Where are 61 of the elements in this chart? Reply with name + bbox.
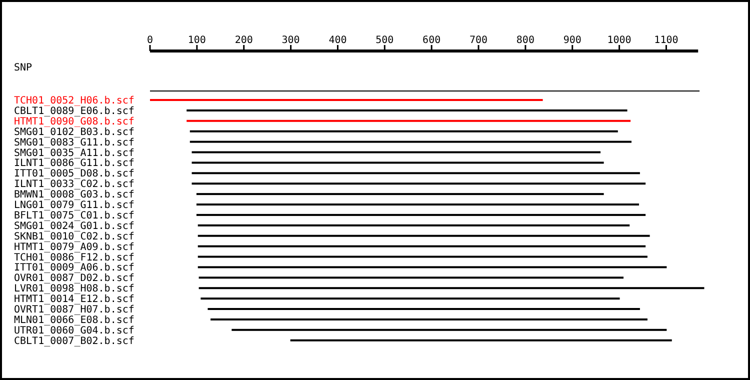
bar: [198, 234, 650, 237]
x-tick-label: 400: [328, 35, 347, 46]
x-tick-label: 600: [422, 35, 441, 46]
x-tick-label: 500: [376, 35, 394, 46]
bar: [190, 140, 632, 143]
x-tick-label: 1100: [654, 35, 678, 46]
y-tick-label: SMG01_0083_G11.b.scf: [14, 137, 134, 148]
y-tick-label: TCH01_0086_F12.b.scf: [14, 252, 134, 264]
x-tick-label: 200: [234, 35, 253, 46]
y-tick-label: OVR01_0087_D02.b.scf: [14, 273, 134, 284]
bar: [198, 224, 630, 226]
y-tick-label: SMG01_0024_G01.b.scf: [14, 220, 134, 232]
x-tick-label: 800: [516, 35, 534, 46]
bar: [190, 130, 618, 132]
x-tick-label: 100: [188, 35, 206, 46]
y-tick-label: SKNB1_0010_C02.b.scf: [14, 231, 134, 242]
bar: [150, 99, 543, 101]
y-tick-label: BFLT1_0075_C01.b.scf: [14, 210, 134, 222]
y-tick-label: SMG01_0035_A11.b.scf: [14, 148, 134, 159]
bar: [192, 172, 640, 174]
y-tick-label: OVRT1_0087_H07.b.scf: [14, 304, 134, 316]
y-tick-label: BMWN1_0008_G03.b.scf: [14, 190, 134, 201]
x-tick-label: 700: [469, 35, 488, 46]
bar: [196, 193, 604, 196]
y-tick-label: ILNT1_0033_C02.b.scf: [14, 179, 134, 190]
bar: [192, 162, 604, 164]
y-tick-label: HTMT1_0079_A09.b.scf: [14, 242, 134, 253]
bar: [186, 120, 631, 122]
y-tick-label: LVR01_0098_H08.b.scf: [14, 284, 134, 295]
bar: [232, 328, 667, 331]
bar: [200, 298, 620, 300]
bar: [210, 318, 648, 320]
bar: [290, 339, 672, 342]
y-tick-label: SMG01_0102_B03.b.scf: [14, 126, 134, 138]
bar: [198, 256, 648, 258]
y-tick-label: CBLT1_0007_B02.b.scf: [14, 336, 134, 347]
bar: [198, 276, 624, 279]
x-tick-label: 900: [563, 35, 582, 46]
x-tick-label: 1000: [607, 35, 632, 46]
x-tick-label: 300: [282, 35, 300, 46]
y-tick-label: HTMT1_0090_G08.b.scf: [14, 116, 134, 128]
y-tick-label: UTR01_0060_G04.b.scf: [14, 325, 134, 336]
y-tick-label: HTMT1_0014_E12.b.scf: [14, 294, 134, 306]
bar: [208, 308, 640, 310]
bar: [198, 266, 667, 268]
y-tick-label: CBLT1_0089_E06.b.scf: [14, 106, 134, 117]
y-tick-label: ITT01_0005_D08.b.scf: [14, 168, 134, 180]
bar: [198, 287, 704, 290]
y-tick-label: SNP: [14, 62, 32, 74]
bar: [198, 245, 646, 248]
y-tick-label: LNG01_0079_G11.b.scf: [14, 200, 134, 211]
bar: [192, 182, 646, 185]
y-tick-label: ITT01_0009_A06.b.scf: [14, 262, 134, 274]
y-tick-label: MLN01_0066_E08.b.scf: [14, 314, 134, 326]
bar: [192, 151, 601, 154]
y-tick-label: ILNT1_0086_G11.b.scf: [14, 158, 134, 170]
bar: [196, 204, 640, 206]
bar: [186, 109, 628, 112]
x-tick-label: 0: [146, 35, 154, 46]
y-tick-label: TCH01_0052_H06.b.scf: [14, 96, 134, 106]
bar: [196, 214, 646, 216]
